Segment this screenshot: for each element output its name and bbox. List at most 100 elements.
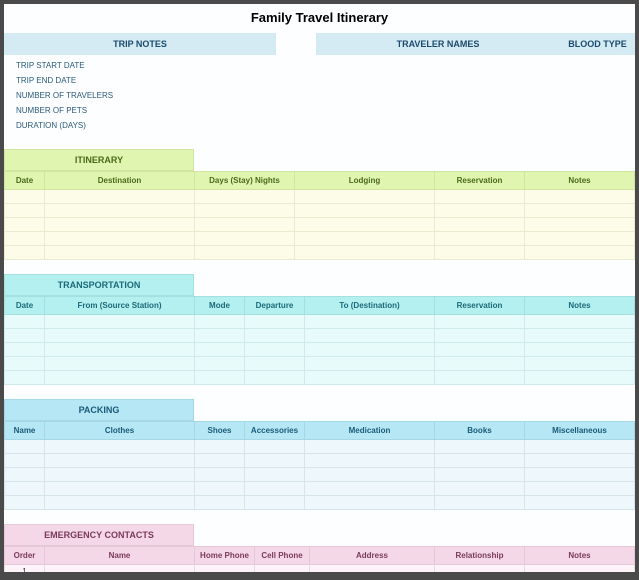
table-cell[interactable] — [435, 315, 525, 329]
table-cell[interactable] — [305, 454, 435, 468]
table-cell[interactable] — [525, 565, 635, 573]
table-cell[interactable] — [195, 468, 245, 482]
table-cell[interactable] — [45, 315, 195, 329]
table-cell[interactable] — [195, 357, 245, 371]
table-cell[interactable] — [435, 232, 525, 246]
table-cell[interactable] — [305, 440, 435, 454]
table-cell[interactable] — [195, 232, 295, 246]
table-cell[interactable] — [5, 315, 45, 329]
table-cell[interactable] — [5, 371, 45, 385]
table-cell[interactable] — [5, 232, 45, 246]
table-cell[interactable] — [5, 482, 45, 496]
table-cell[interactable] — [45, 496, 195, 510]
table-cell[interactable] — [45, 454, 195, 468]
table-cell[interactable] — [5, 454, 45, 468]
table-cell[interactable] — [195, 343, 245, 357]
table-cell[interactable] — [195, 329, 245, 343]
table-cell[interactable] — [435, 371, 525, 385]
table-cell[interactable] — [245, 357, 305, 371]
table-cell[interactable] — [5, 343, 45, 357]
table-cell[interactable] — [245, 343, 305, 357]
table-cell[interactable] — [5, 440, 45, 454]
table-cell[interactable] — [305, 357, 435, 371]
table-cell[interactable] — [5, 190, 45, 204]
table-cell[interactable] — [525, 371, 635, 385]
table-cell[interactable] — [45, 565, 195, 573]
table-cell[interactable] — [245, 440, 305, 454]
table-cell[interactable] — [295, 232, 435, 246]
table-cell[interactable] — [195, 246, 295, 260]
table-cell[interactable] — [195, 482, 245, 496]
table-cell[interactable] — [195, 440, 245, 454]
table-cell[interactable] — [45, 357, 195, 371]
table-cell[interactable] — [310, 565, 435, 573]
table-cell[interactable] — [435, 329, 525, 343]
table-cell[interactable] — [435, 468, 525, 482]
table-cell[interactable] — [5, 357, 45, 371]
table-cell[interactable] — [5, 496, 45, 510]
table-cell[interactable] — [435, 218, 525, 232]
table-cell[interactable] — [305, 329, 435, 343]
table-cell[interactable] — [245, 315, 305, 329]
table-cell[interactable] — [195, 204, 295, 218]
table-cell[interactable] — [525, 496, 635, 510]
table-cell[interactable] — [45, 232, 195, 246]
table-cell[interactable] — [5, 204, 45, 218]
table-cell[interactable] — [525, 246, 635, 260]
table-cell[interactable] — [525, 343, 635, 357]
table-cell[interactable] — [255, 565, 310, 573]
table-cell[interactable]: 1 — [5, 565, 45, 573]
table-cell[interactable] — [245, 454, 305, 468]
table-cell[interactable] — [525, 190, 635, 204]
table-cell[interactable] — [525, 315, 635, 329]
table-cell[interactable] — [435, 440, 525, 454]
table-cell[interactable] — [45, 468, 195, 482]
table-cell[interactable] — [195, 565, 255, 573]
table-cell[interactable] — [295, 190, 435, 204]
table-cell[interactable] — [195, 218, 295, 232]
table-cell[interactable] — [5, 218, 45, 232]
table-cell[interactable] — [245, 496, 305, 510]
table-cell[interactable] — [45, 246, 195, 260]
table-cell[interactable] — [245, 329, 305, 343]
table-cell[interactable] — [195, 371, 245, 385]
table-cell[interactable] — [305, 496, 435, 510]
table-cell[interactable] — [195, 190, 295, 204]
table-cell[interactable] — [195, 315, 245, 329]
table-cell[interactable] — [45, 343, 195, 357]
table-cell[interactable] — [525, 357, 635, 371]
table-cell[interactable] — [295, 204, 435, 218]
table-cell[interactable] — [305, 315, 435, 329]
table-cell[interactable] — [295, 246, 435, 260]
table-cell[interactable] — [435, 190, 525, 204]
table-cell[interactable] — [45, 204, 195, 218]
table-cell[interactable] — [525, 329, 635, 343]
table-cell[interactable] — [245, 371, 305, 385]
table-cell[interactable] — [525, 232, 635, 246]
table-cell[interactable] — [435, 482, 525, 496]
table-cell[interactable] — [435, 204, 525, 218]
table-cell[interactable] — [245, 482, 305, 496]
table-cell[interactable] — [5, 468, 45, 482]
table-cell[interactable] — [525, 454, 635, 468]
table-cell[interactable] — [195, 454, 245, 468]
table-cell[interactable] — [525, 204, 635, 218]
table-cell[interactable] — [45, 440, 195, 454]
table-cell[interactable] — [525, 218, 635, 232]
table-cell[interactable] — [435, 343, 525, 357]
table-cell[interactable] — [435, 565, 525, 573]
table-cell[interactable] — [45, 190, 195, 204]
table-cell[interactable] — [45, 218, 195, 232]
table-cell[interactable] — [305, 468, 435, 482]
table-cell[interactable] — [525, 482, 635, 496]
table-cell[interactable] — [305, 371, 435, 385]
table-cell[interactable] — [5, 329, 45, 343]
table-cell[interactable] — [295, 218, 435, 232]
table-cell[interactable] — [305, 482, 435, 496]
table-cell[interactable] — [5, 246, 45, 260]
table-cell[interactable] — [45, 482, 195, 496]
table-cell[interactable] — [245, 468, 305, 482]
table-cell[interactable] — [435, 357, 525, 371]
table-cell[interactable] — [435, 454, 525, 468]
table-cell[interactable] — [435, 496, 525, 510]
